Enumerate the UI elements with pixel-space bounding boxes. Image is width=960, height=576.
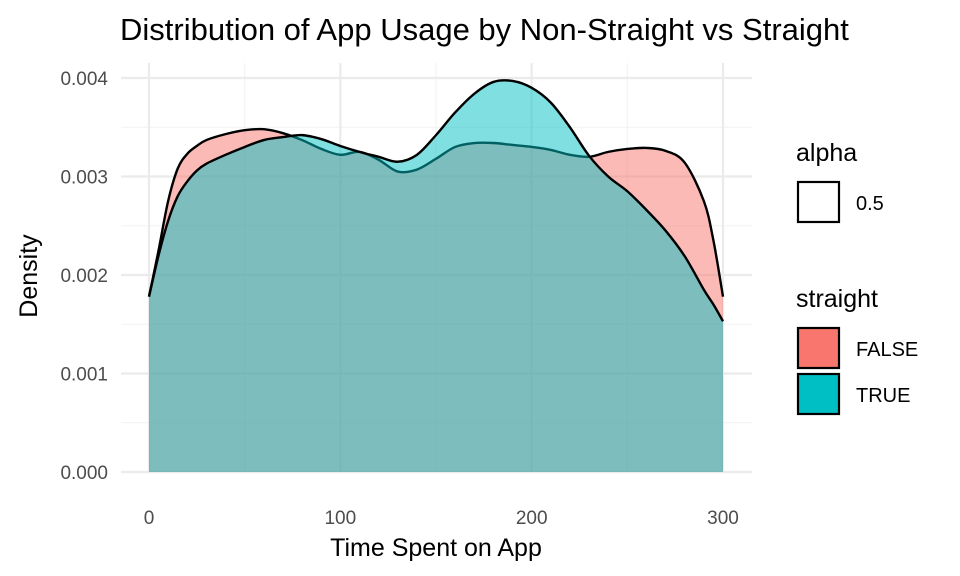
legend-title-straight: straight xyxy=(796,285,878,313)
y-tick-label: 0.001 xyxy=(60,365,108,386)
legend-key-false xyxy=(796,326,841,370)
x-tick-label: 300 xyxy=(707,508,739,529)
legend: alpha 0.5 straight FALSE TRUE xyxy=(796,139,918,416)
legend-label-true: TRUE xyxy=(856,385,910,407)
x-tick-label: 0 xyxy=(144,508,155,529)
density-line-true xyxy=(147,79,725,322)
chart-title: Distribution of App Usage by Non-Straigh… xyxy=(120,12,849,47)
y-tick-label: 0.000 xyxy=(60,463,108,484)
legend-key-alpha xyxy=(796,180,841,224)
x-axis-ticks: 0 100 200 300 xyxy=(144,508,739,529)
legend-key-true xyxy=(796,372,841,416)
legend-label-false: FALSE xyxy=(856,339,918,361)
x-tick-label: 100 xyxy=(324,508,356,529)
y-tick-label: 0.002 xyxy=(60,266,108,287)
y-axis-title: Density xyxy=(15,234,43,318)
x-axis-title: Time Spent on App xyxy=(330,534,542,562)
legend-label-alpha: 0.5 xyxy=(856,193,884,215)
y-tick-label: 0.003 xyxy=(60,168,108,189)
density-area-true xyxy=(149,80,723,472)
legend-title-alpha: alpha xyxy=(796,139,857,167)
density-areas xyxy=(147,79,725,473)
y-tick-label: 0.004 xyxy=(60,69,108,90)
x-tick-label: 200 xyxy=(516,508,548,529)
y-axis-ticks: 0.000 0.001 0.002 0.003 0.004 xyxy=(60,69,108,484)
